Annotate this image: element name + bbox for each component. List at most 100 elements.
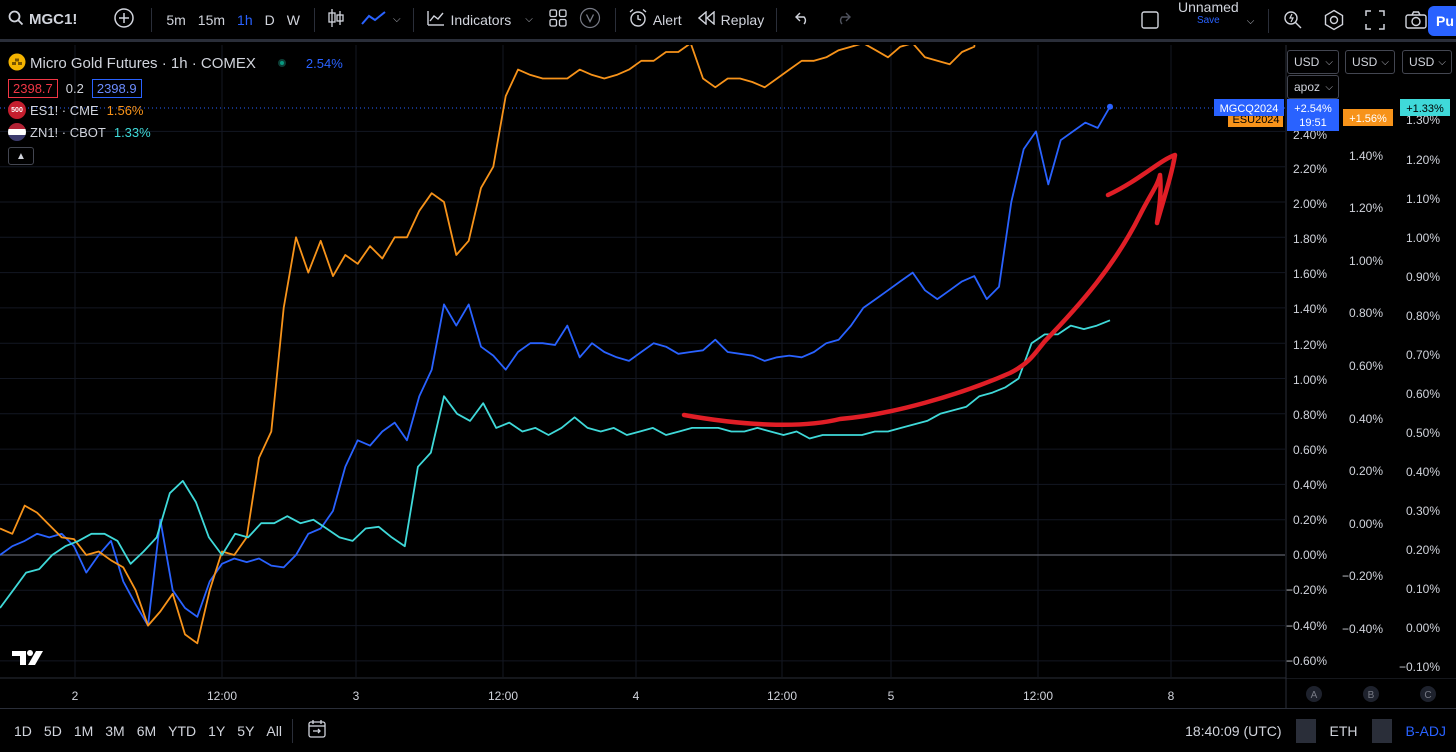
mgc-value-label: +2.54% [1294,103,1332,115]
price-scale-b-tick: 0.00% [1349,517,1383,531]
unit-label: apoz [1294,80,1321,94]
zn-value-label: +1.33% [1406,103,1444,115]
series-line-es1 [0,45,976,645]
indicators-label: Indicators [450,11,512,28]
chevron-down-icon: ⌵ [1438,56,1446,68]
price-scale-c-tick: −0.10% [1399,660,1440,674]
currency-label: USD [1294,55,1320,69]
chevron-down-icon[interactable]: ⌵ [1246,15,1255,27]
divider [1371,719,1392,743]
ask-price-button[interactable]: 2398.9 [91,78,142,98]
currency-select-b[interactable]: USD ⌵ [1345,50,1395,74]
currency-select-c[interactable]: USD ⌵ [1402,50,1452,74]
layouts-button[interactable] [541,0,575,41]
price-scale-a-tick: 1.80% [1293,232,1327,246]
range-1d[interactable]: 1D [14,722,32,739]
scale-letter-c: C [1424,690,1431,701]
time-tick-label: 4 [633,689,640,703]
layout-square-button[interactable] [1140,0,1174,42]
time-axis-background [0,678,1456,708]
redo-button[interactable] [823,0,865,41]
range-6m[interactable]: 6M [136,722,157,739]
undo-icon [793,11,811,28]
price-chart[interactable]: 2 12:00 3 12:00 4 12:00 5 12:00 8 1.60% 2.40% 2.20… [0,45,1456,708]
fullscreen-button[interactable] [1355,0,1395,42]
range-1m[interactable]: 1M [73,722,94,739]
time-tick-label: 2 [72,689,79,703]
compare-series-zn[interactable]: ZN1! · CBOT 1.33% [8,121,343,143]
chevron-down-icon[interactable]: ⌵ [392,14,401,25]
layout-name[interactable]: Unnamed Save [1174,0,1243,42]
us-flag-icon [8,123,26,141]
chart-type-candles-button[interactable] [319,0,353,41]
chart-legend: Micro Gold Futures · 1h · COMEX 2.54% 23… [8,52,343,165]
replay-button[interactable]: Replay [690,0,773,41]
price-scale-c-tick: 0.70% [1406,348,1440,362]
indicators-icon [426,9,446,30]
timeframe-1h[interactable]: 1h [237,11,253,28]
quick-search-button[interactable] [1273,0,1313,42]
timeframe-15m[interactable]: 15m [197,11,226,28]
price-scale-c: 1.40%1.30%1.20%1.10%1.00%0.90%0.80%0.70%… [1399,60,1440,674]
clock-timezone[interactable]: 18:40:09 (UTC) [1185,723,1282,739]
compare-button[interactable] [85,0,147,41]
indicators-button[interactable]: Indicators ⌵ [418,0,541,41]
mgc-symbol-label: MGCQ2024 [1220,103,1279,115]
back-adjust-toggle[interactable]: B-ADJ [1405,723,1446,739]
range-3m[interactable]: 3M [105,722,125,739]
bid-ask-row: 2398.7 0.2 2398.9 [8,77,343,99]
spread-value: 0.2 [65,80,84,96]
bid-price-button[interactable]: 2398.7 [8,78,58,98]
tradingview-logo-icon [12,650,43,665]
symbol-search[interactable]: MGC1! [0,0,85,41]
scale-letter-b: B [1368,690,1375,701]
scale-letter-bg [1363,686,1379,702]
price-scale-background [1286,45,1456,678]
price-scale-c-tick: 0.60% [1406,387,1440,401]
goto-date-button[interactable] [297,719,333,742]
price-scale-a-tick: 0.40% [1293,478,1327,492]
unit-select-a[interactable]: apoz ⌵ [1287,75,1339,99]
price-scale-c-tick: 0.20% [1406,543,1440,557]
chevron-down-icon[interactable]: ⌵ [525,14,533,25]
save-label[interactable]: Save [1196,15,1220,27]
templates-button[interactable] [575,0,611,41]
price-scale-c-tick: 0.30% [1406,504,1440,518]
gold-logo-icon [8,53,26,74]
range-5d[interactable]: 5D [43,722,62,739]
range-1y[interactable]: 1Y [208,722,226,739]
compare-series-es[interactable]: 500 ES1! · CME 1.56% [8,99,343,121]
range-ytd[interactable]: YTD [168,722,197,739]
magnifier-flash-icon [1283,10,1303,33]
price-scale-c-tick: 0.00% [1406,621,1440,635]
price-scale-a-tick: 1.40% [1293,302,1327,316]
calendar-icon [308,720,326,738]
hand-drawn-curve-annotation[interactable] [681,152,1178,428]
currency-select-a[interactable]: USD ⌵ [1287,50,1339,74]
price-scale-c-tick: 0.10% [1406,582,1440,596]
range-5y[interactable]: 5Y [237,722,255,739]
last-point-marker [1107,103,1113,110]
price-scale-b-tick: 1.00% [1349,254,1383,268]
timeframe-5m[interactable]: 5m [166,11,186,28]
time-tick-label: 12:00 [488,689,518,703]
undo-button[interactable] [781,0,823,41]
collapse-legend-button[interactable]: ▲ [8,147,34,165]
settings-button[interactable] [1313,0,1355,42]
layout-name-label: Unnamed [1178,0,1239,15]
session-eth[interactable]: ETH [1329,723,1358,739]
price-scale-b-tick: 0.40% [1349,412,1383,426]
time-tick-label: 12:00 [1023,689,1053,703]
publish-button[interactable]: Pu [1428,6,1456,36]
timeframe-w[interactable]: W [286,11,300,28]
alert-button[interactable]: Alert [620,0,690,41]
main-series-legend[interactable]: Micro Gold Futures · 1h · COMEX 2.54% [8,52,343,74]
snapshot-button[interactable] [1395,0,1437,42]
timeframe-d[interactable]: D [264,11,275,28]
range-all[interactable]: All [266,722,282,739]
chart-type-line-button[interactable]: ⌵ [353,0,409,41]
compare-series-change: 1.33% [113,124,151,140]
price-scale-c-tick: 0.80% [1406,309,1440,323]
divider [776,7,778,32]
price-scale-b-tick: 1.20% [1349,201,1383,215]
